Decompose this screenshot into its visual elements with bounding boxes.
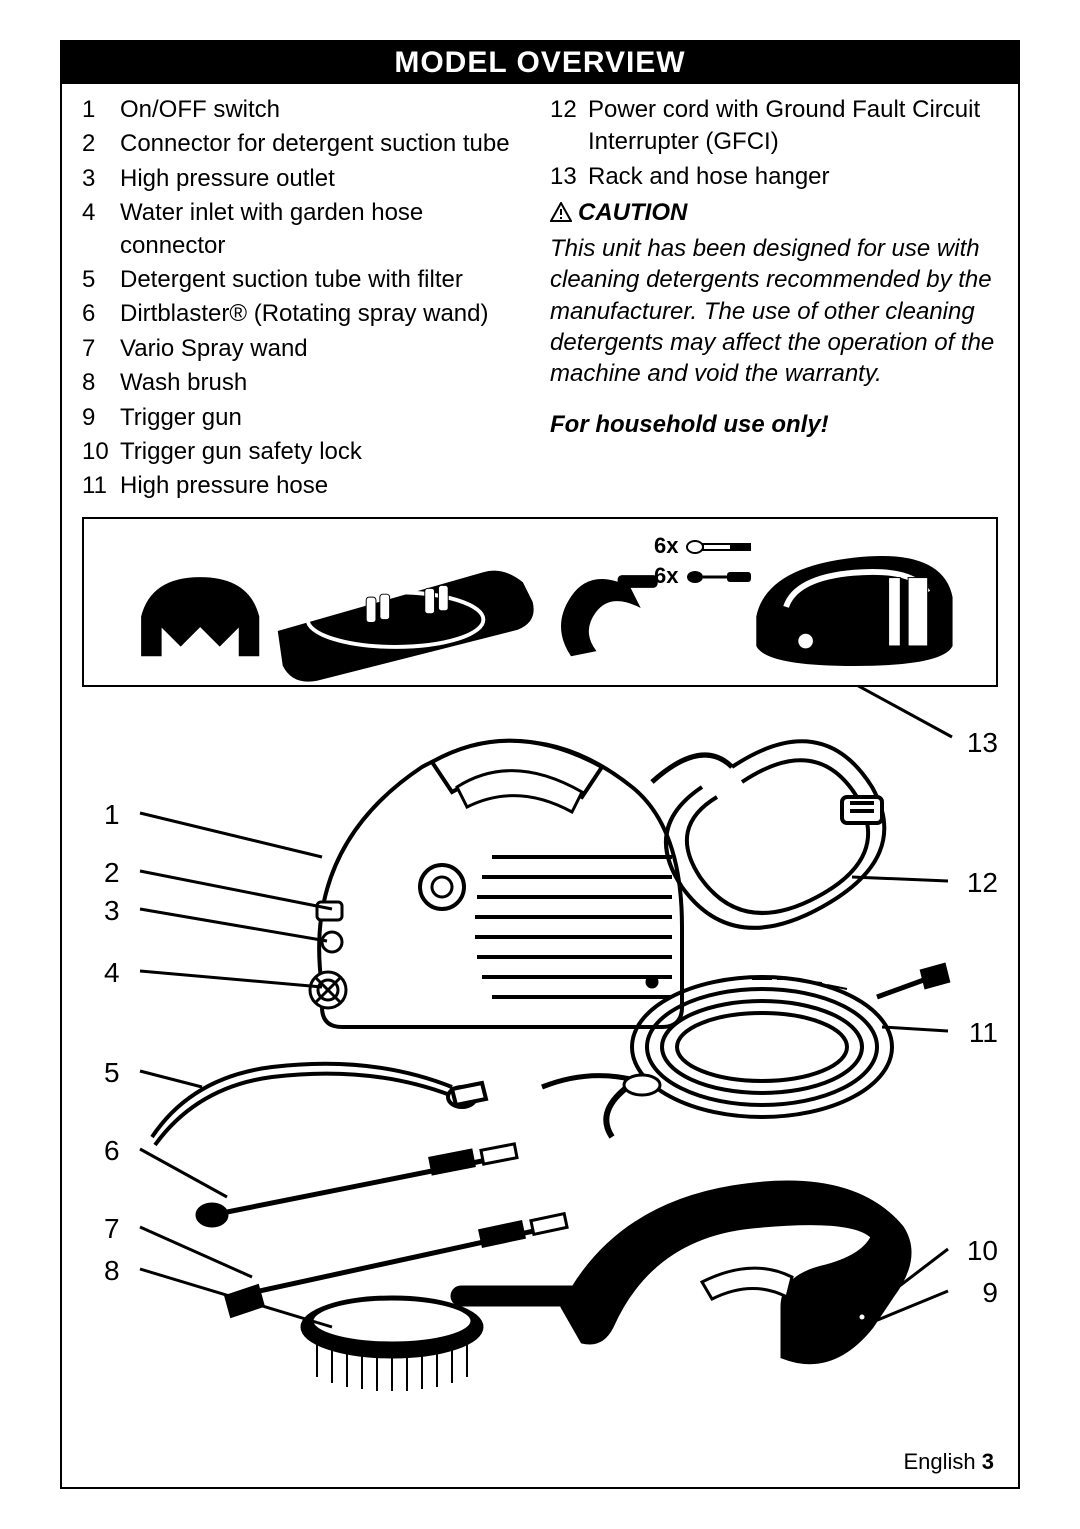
item-label: High pressure outlet <box>120 163 530 195</box>
parts-list-item: 5Detergent suction tube with filter <box>82 264 530 296</box>
page-footer: English 3 <box>903 1449 994 1475</box>
item-number: 5 <box>82 264 120 296</box>
parts-list-item: 7Vario Spray wand <box>82 333 530 365</box>
accessory-box: 6x 6x <box>82 517 998 687</box>
item-label: Detergent suction tube with filter <box>120 264 530 296</box>
exploded-diagram <box>82 687 998 1457</box>
diagram-callout-9: 9 <box>982 1277 998 1309</box>
item-number: 8 <box>82 367 120 399</box>
diagram-callout-10: 10 <box>967 1235 998 1267</box>
diagram-callout-8: 8 <box>104 1255 120 1287</box>
caution-body: This unit has been designed for use with… <box>550 233 998 389</box>
screw-count-bottom: 6x <box>654 563 755 589</box>
item-number: 12 <box>550 94 588 159</box>
section-header: MODEL OVERVIEW <box>62 42 1018 84</box>
diagram-callout-4: 4 <box>104 957 120 989</box>
diagram-callout-1: 1 <box>104 799 120 831</box>
item-number: 2 <box>82 128 120 160</box>
item-label: Vario Spray wand <box>120 333 530 365</box>
parts-list-item: 8Wash brush <box>82 367 530 399</box>
diagram-callout-2: 2 <box>104 857 120 889</box>
overview-columns: 1On/OFF switch2Connector for detergent s… <box>62 84 1018 505</box>
parts-list-item: 6Dirtblaster® (Rotating spray wand) <box>82 298 530 330</box>
parts-list-item: 1On/OFF switch <box>82 94 530 126</box>
footer-page-number: 3 <box>982 1449 994 1474</box>
item-label: Power cord with Ground Fault Circuit Int… <box>588 94 998 159</box>
parts-list-item: 11High pressure hose <box>82 470 530 502</box>
item-number: 7 <box>82 333 120 365</box>
diagram-callout-11: 11 <box>969 1017 998 1049</box>
item-number: 9 <box>82 402 120 434</box>
item-label: Trigger gun safety lock <box>120 436 530 468</box>
parts-list-left: 1On/OFF switch2Connector for detergent s… <box>82 94 540 505</box>
parts-list-item: 2Connector for detergent suction tube <box>82 128 530 160</box>
item-label: Rack and hose hanger <box>588 161 998 193</box>
item-label: Wash brush <box>120 367 530 399</box>
caution-heading: CAUTION <box>550 199 998 229</box>
parts-list-item: 10Trigger gun safety lock <box>82 436 530 468</box>
diagram-callout-12: 12 <box>967 867 998 899</box>
parts-list-item: 13Rack and hose hanger <box>550 161 998 193</box>
household-note: For household use only! <box>550 411 998 439</box>
item-number: 4 <box>82 197 120 262</box>
item-label: Dirtblaster® (Rotating spray wand) <box>120 298 530 330</box>
parts-list-item: 4Water inlet with garden hose connector <box>82 197 530 262</box>
item-label: High pressure hose <box>120 470 530 502</box>
item-number: 11 <box>82 470 120 502</box>
parts-list-item: 3High pressure outlet <box>82 163 530 195</box>
diagram-callout-5: 5 <box>104 1057 120 1089</box>
parts-list-right: 12Power cord with Ground Fault Circuit I… <box>540 94 998 505</box>
caution-heading-text: CAUTION <box>578 199 687 226</box>
item-number: 6 <box>82 298 120 330</box>
item-number: 1 <box>82 94 120 126</box>
footer-language: English <box>903 1449 975 1474</box>
item-number: 13 <box>550 161 588 193</box>
parts-list-item: 9Trigger gun <box>82 402 530 434</box>
diagram-callout-13: 13 <box>967 727 998 759</box>
item-label: Water inlet with garden hose connector <box>120 197 530 262</box>
item-number: 3 <box>82 163 120 195</box>
diagram-callout-3: 3 <box>104 895 120 927</box>
diagram-callout-7: 7 <box>104 1213 120 1245</box>
accessory-illustration <box>84 519 996 685</box>
parts-list-item: 12Power cord with Ground Fault Circuit I… <box>550 94 998 159</box>
item-label: Connector for detergent suction tube <box>120 128 530 160</box>
screw-count-top: 6x <box>654 533 755 559</box>
diagram-callout-6: 6 <box>104 1135 120 1167</box>
item-label: Trigger gun <box>120 402 530 434</box>
item-label: On/OFF switch <box>120 94 530 126</box>
warning-icon <box>550 201 572 229</box>
model-diagram: 6x 6x <box>82 517 998 1455</box>
item-number: 10 <box>82 436 120 468</box>
